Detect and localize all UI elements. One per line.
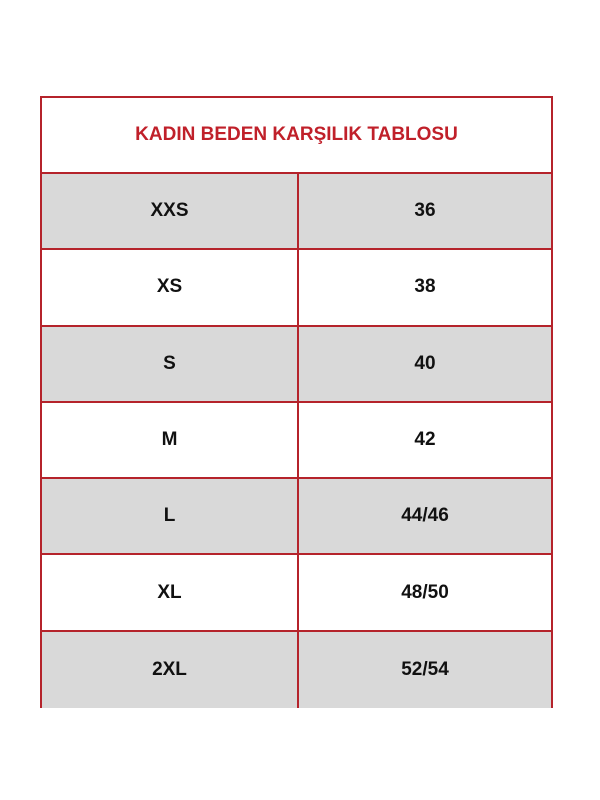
number-cell: 36 — [414, 200, 436, 222]
table-row: XS 38 — [42, 250, 551, 327]
size-cell: M — [42, 402, 299, 478]
table-row: M 42 — [42, 402, 551, 480]
number-cell: 40 — [414, 352, 436, 374]
number-cell: 42 — [414, 429, 436, 451]
number-cell: 44/46 — [401, 505, 449, 527]
table-row: 2XL 52/54 — [42, 631, 551, 709]
table-row: XXS 36 — [42, 174, 551, 251]
size-cell: S — [42, 326, 299, 401]
table-row: S 40 — [42, 326, 551, 403]
size-cell: L — [42, 479, 299, 554]
number-cell: 52/54 — [401, 658, 449, 680]
size-cell: 2XL — [42, 631, 299, 709]
table-title: KADIN BEDEN KARŞILIK TABLOSU — [42, 98, 551, 174]
size-cell: XL — [42, 555, 299, 630]
table-row: L 44/46 — [42, 479, 551, 556]
size-cell: XS — [42, 250, 299, 325]
number-cell: 48/50 — [401, 581, 449, 603]
table-row: XL 48/50 — [42, 555, 551, 632]
size-cell: XXS — [42, 174, 299, 249]
number-cell: 38 — [414, 276, 436, 298]
size-chart-table: KADIN BEDEN KARŞILIK TABLOSU XXS 36 XS 3… — [40, 96, 553, 709]
